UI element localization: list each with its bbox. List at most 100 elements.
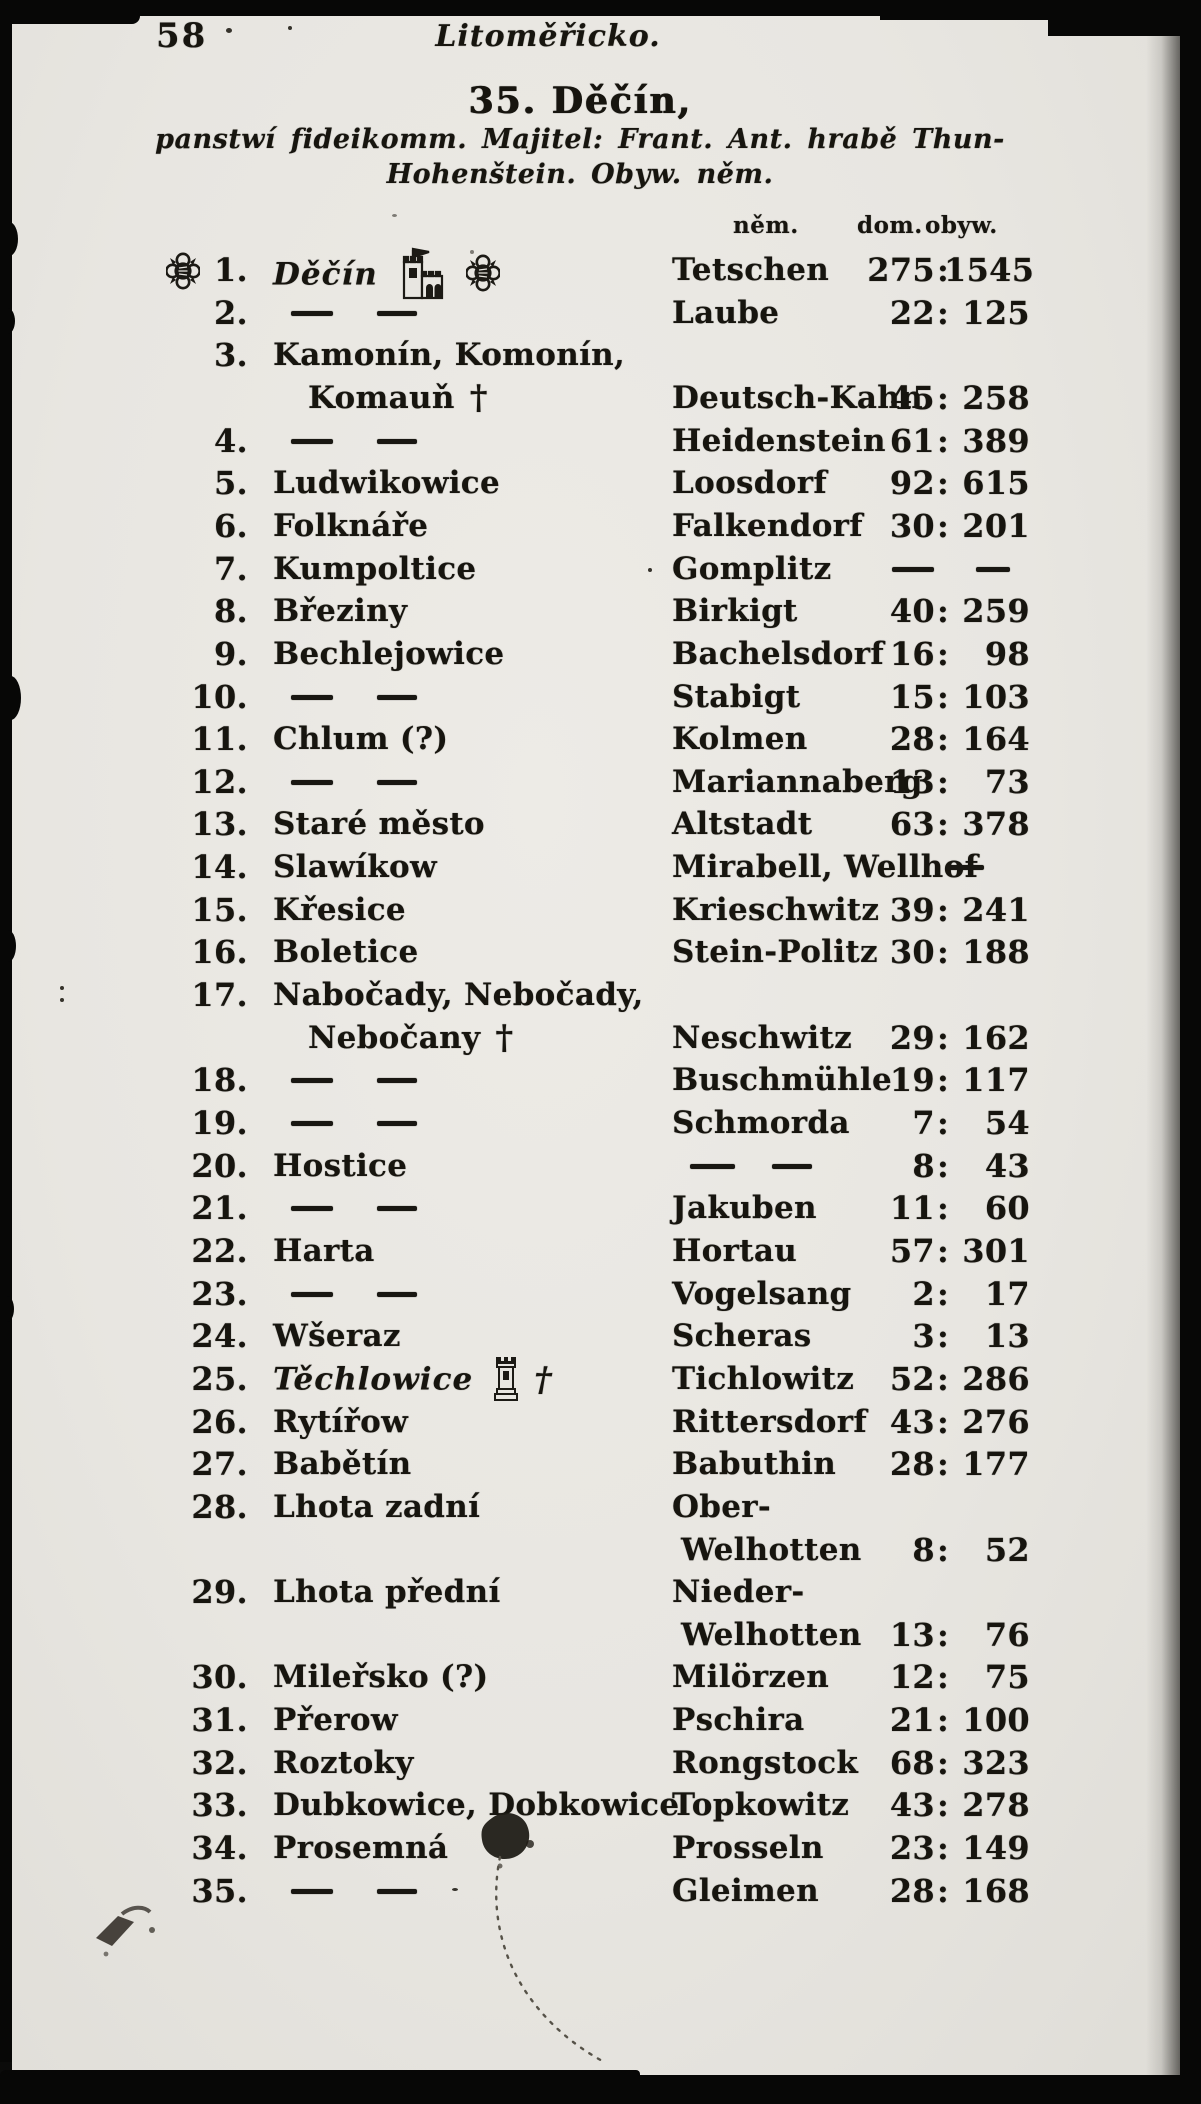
table-line: 1. Děčín Tetschen 275:1545 — [0, 247, 1180, 300]
houses-value: 57 — [889, 1232, 935, 1270]
page-number: 58 — [156, 16, 208, 56]
czech-name: Těchlowice † — [273, 1355, 553, 1404]
table-line: 33. Dubkowice, Dobkowice Topkowitz 43:278 — [0, 1784, 1180, 1827]
table-line: 15. Křesice Krieschwitz 39:241 — [0, 889, 1180, 932]
inhabitants-value: 52 — [984, 1531, 1030, 1569]
scan-speck — [60, 998, 64, 1002]
houses-value: 7 — [912, 1104, 935, 1142]
ratio-colon: : — [936, 635, 950, 673]
german-name: Loosdorf — [672, 465, 828, 501]
houses-value: 11 — [889, 1189, 935, 1227]
row-number: 30. — [191, 1658, 248, 1696]
czech-name: Staré město — [273, 806, 485, 842]
czech-name: Harta — [273, 1233, 375, 1269]
ratio-colon: : — [936, 933, 950, 971]
ratio-colon: : — [936, 891, 950, 929]
ditto-dash — [291, 1121, 333, 1126]
row-number: 35. — [191, 1872, 248, 1910]
table-line: Komauň † Deutsch-Kahn 45:258 — [0, 377, 1180, 420]
houses-value: 28 — [889, 720, 935, 758]
czech-name: Lhota přední — [273, 1574, 501, 1610]
ditto-dash — [976, 567, 1010, 572]
czech-name: Roztoky — [273, 1745, 414, 1781]
tower-icon — [493, 1355, 519, 1401]
pen-mark — [96, 1905, 155, 1957]
scan-border-left — [0, 0, 12, 2062]
rosette-icon — [464, 254, 501, 292]
houses-value: 39 — [889, 891, 935, 929]
houses-value: 68 — [889, 1744, 935, 1782]
inhabitants-value: 201 — [962, 507, 1030, 545]
row-number: 10. — [191, 678, 248, 716]
table-line: 2. Laube 22:125 — [0, 292, 1180, 335]
houses-value: 21 — [889, 1701, 935, 1739]
inhabitants-value: 54 — [984, 1104, 1030, 1142]
row-number: 1. — [213, 251, 248, 289]
table-line: 4. Heidenstein 61:389 — [0, 420, 1180, 463]
czech-name: Nebočany † — [308, 1018, 514, 1058]
houses-value: 15 — [889, 678, 935, 716]
ditto-dash — [291, 1078, 333, 1083]
czech-name: Chlum (?) — [273, 721, 449, 757]
german-name: Mirabell, Wellhof — [672, 849, 979, 885]
german-name: Welhotten — [681, 1617, 862, 1653]
column-header-inhabitants: obyw. — [925, 212, 998, 239]
houses-value: 63 — [889, 805, 935, 843]
ratio-colon: : — [936, 1317, 950, 1355]
ditto-dash — [892, 567, 934, 572]
row-number: 4. — [213, 422, 248, 460]
table-line: 28. Lhota zadní Ober- — [0, 1486, 1180, 1529]
german-name: Gleimen — [672, 1873, 819, 1909]
german-name: Tichlowitz — [672, 1361, 855, 1397]
houses-value: 29 — [889, 1019, 935, 1057]
ditto-dash — [377, 1206, 417, 1211]
ratio-colon: : — [936, 1275, 950, 1313]
czech-name: Přerow — [273, 1702, 398, 1738]
czech-name: Křesice — [273, 892, 406, 928]
houses-value: 13 — [889, 763, 935, 801]
entry-subtitle-line2: Hohenštein. Obyw. něm. — [386, 159, 774, 190]
inhabitants-value: 162 — [962, 1019, 1030, 1057]
entry-subtitle-line1: panstwí fideikomm. Majitel: Frant. Ant. … — [155, 124, 1005, 155]
table-line: 34. Prosemná Prosseln 23:149 — [0, 1827, 1180, 1870]
german-name: Nieder- — [672, 1574, 805, 1610]
ditto-dash — [291, 439, 333, 444]
table-line: 12. Mariannaberg 13:73 — [0, 761, 1180, 804]
scratch-line — [495, 1855, 608, 2065]
german-name: Neschwitz — [672, 1020, 853, 1056]
table-line: 31. Přerow Pschira 21:100 — [0, 1699, 1180, 1742]
german-name: Altstadt — [672, 806, 813, 842]
inhabitants-value: 258 — [962, 379, 1030, 417]
inhabitants-value: 1545 — [944, 251, 1035, 289]
cross-icon: † — [469, 378, 488, 418]
ratio-colon: : — [936, 1658, 950, 1696]
ditto-dash — [946, 865, 984, 870]
table-line: 13. Staré město Altstadt 63:378 — [0, 803, 1180, 846]
houses-value: 275 — [867, 251, 935, 289]
inhabitants-value: 168 — [962, 1872, 1030, 1910]
row-number: 7. — [213, 550, 248, 588]
scan-speck — [288, 26, 292, 30]
ink-blot — [481, 1813, 534, 1869]
inhabitants-value: 278 — [962, 1786, 1030, 1824]
row-number: 19. — [191, 1104, 248, 1142]
row-number: 24. — [191, 1317, 248, 1355]
ditto-dash — [291, 695, 333, 700]
row-number: 27. — [191, 1445, 248, 1483]
row-number: 25. — [191, 1360, 248, 1398]
czech-name: Kumpoltice — [273, 551, 477, 587]
german-name: Bachelsdorf — [672, 636, 884, 672]
row-number: 12. — [191, 763, 248, 801]
table-line: 18. Buschmühle 19:117 — [0, 1059, 1180, 1102]
inhabitants-value: 103 — [962, 678, 1030, 716]
ratio-colon: : — [936, 1872, 950, 1910]
inhabitants-value: 378 — [962, 805, 1030, 843]
entry-title: 35. Děčín, — [468, 80, 692, 122]
row-number: 8. — [213, 592, 248, 630]
row-number: 26. — [191, 1403, 248, 1441]
ratio-colon: : — [936, 1701, 950, 1739]
german-name: Falkendorf — [672, 508, 863, 544]
inhabitants-value: 615 — [962, 464, 1030, 502]
ditto-dash — [377, 1292, 417, 1297]
